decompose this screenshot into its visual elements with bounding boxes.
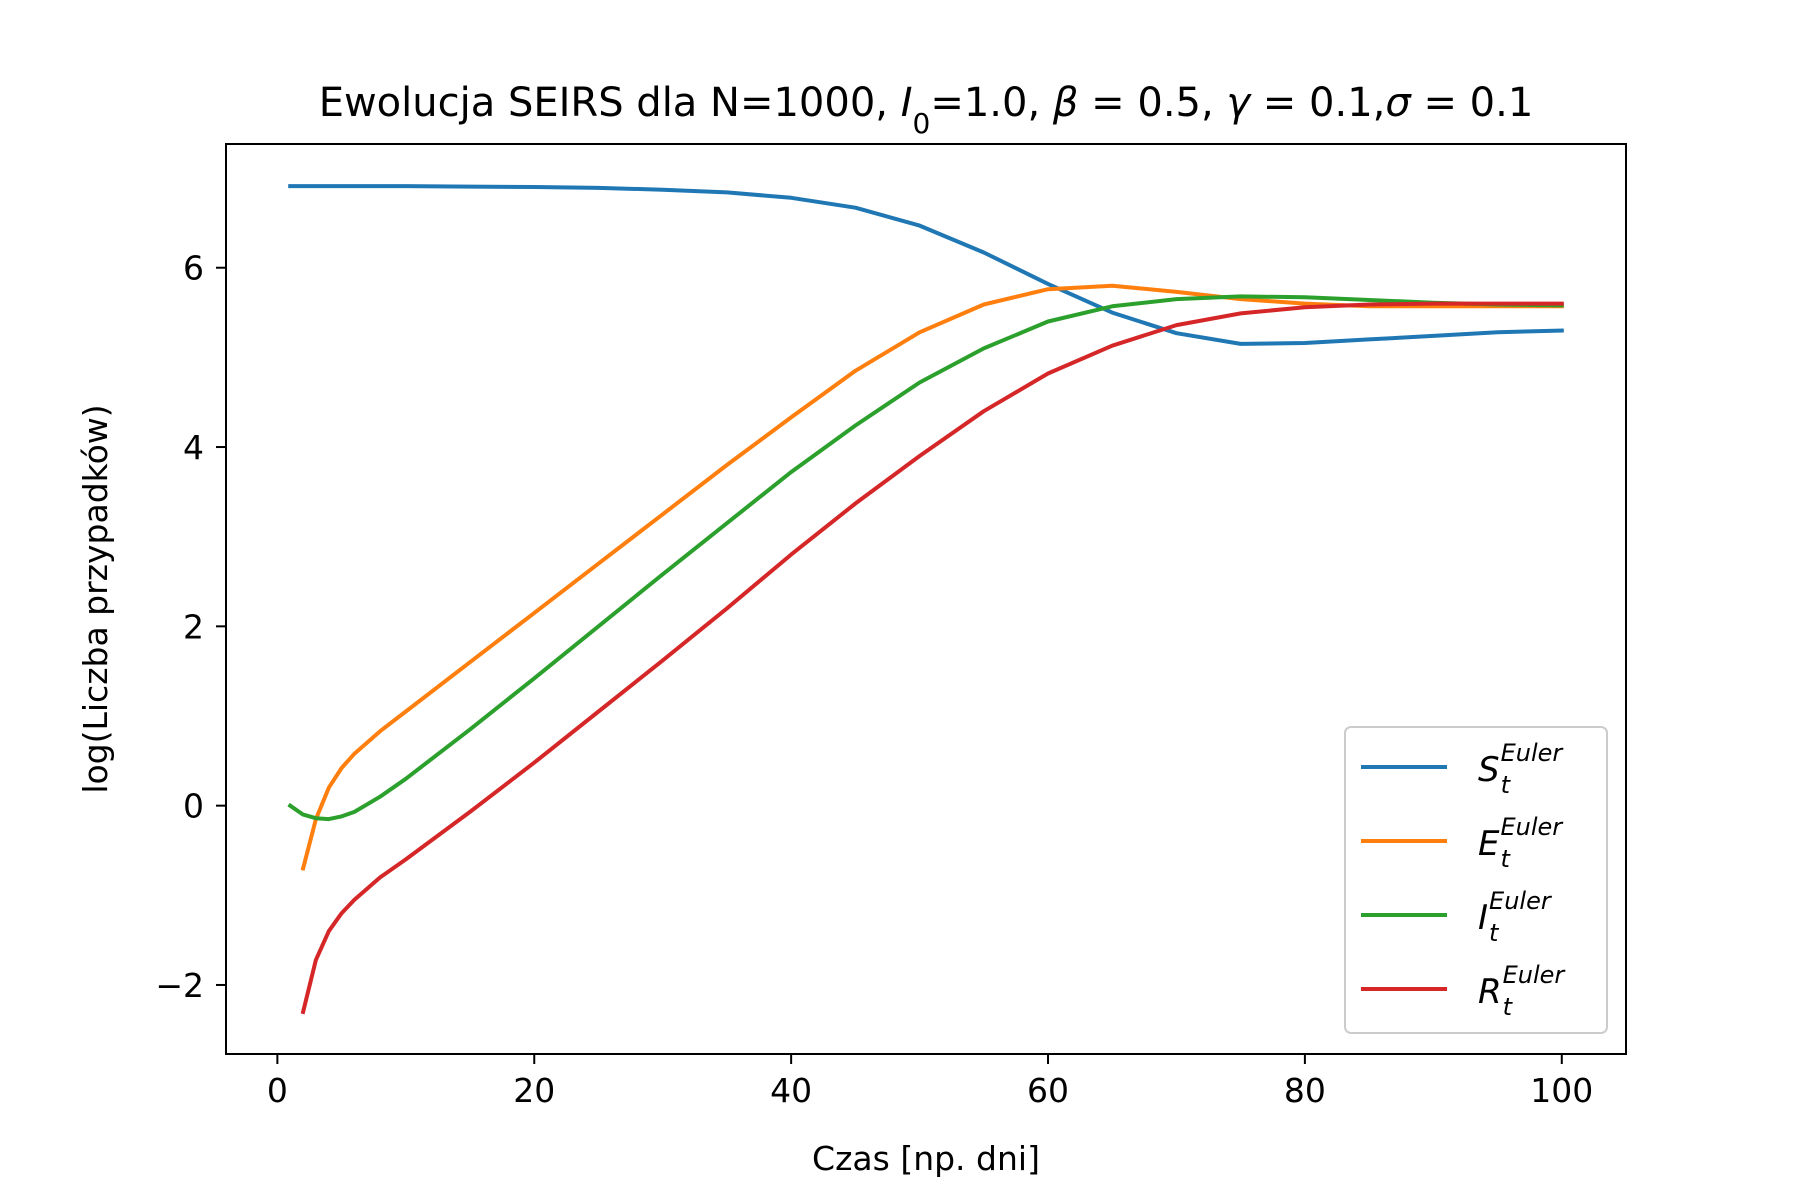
- title-part-1: I: [901, 80, 913, 126]
- legend-label-s: S: [1478, 750, 1500, 790]
- legend-box: [1344, 726, 1608, 1034]
- y-tick-label: 2: [183, 607, 204, 646]
- x-axis: 0 20 40 60 80 100: [267, 1054, 1593, 1110]
- x-tick-label: 0: [267, 1071, 288, 1110]
- y-tick-label: 0: [183, 787, 204, 826]
- legend-superscript: Euler: [1500, 813, 1564, 841]
- legend-superscript: Euler: [1503, 961, 1567, 989]
- legend-superscript: Euler: [1489, 887, 1553, 915]
- legend-label-e: E: [1478, 824, 1500, 864]
- title-part-9: = 0.1: [1411, 80, 1534, 126]
- x-tick-label: 100: [1530, 1071, 1593, 1110]
- legend-subscript: t: [1501, 771, 1512, 799]
- chart-title: Ewolucja SEIRS dla N=1000, I0=1.0, β = 0…: [319, 80, 1534, 140]
- y-axis: −2 0 2 4 6: [155, 249, 226, 1005]
- title-part-0: Ewolucja SEIRS dla N=1000,: [319, 80, 901, 126]
- title-part-8: σ: [1385, 80, 1412, 126]
- legend-subscript: t: [1503, 993, 1514, 1021]
- x-tick-label: 80: [1284, 1071, 1326, 1110]
- title-part-2: 0: [913, 107, 931, 140]
- title-part-4: β: [1052, 80, 1079, 126]
- series-line-r: [300, 301, 1564, 1015]
- x-axis-label: Czas [np. dni]: [812, 1139, 1040, 1178]
- plot-frame: [225, 143, 1627, 1055]
- title-part-7: = 0.1,: [1250, 80, 1385, 126]
- plot-lines: [287, 184, 1564, 1015]
- y-tick-label: 4: [183, 428, 204, 467]
- title-part-5: = 0.5,: [1078, 80, 1226, 126]
- series-line-e: [300, 283, 1564, 871]
- legend-superscript: Euler: [1501, 739, 1565, 767]
- series-line-i: [287, 294, 1564, 822]
- legend-subscript: t: [1489, 919, 1500, 947]
- x-tick-label: 40: [770, 1071, 812, 1110]
- x-tick-label: 60: [1027, 1071, 1069, 1110]
- y-tick-label: −2: [155, 966, 204, 1005]
- y-tick-label: 6: [183, 249, 204, 288]
- legend-label-i: I: [1478, 898, 1488, 938]
- title-part-3: =1.0,: [930, 80, 1053, 126]
- y-axis-label: log(Liczba przypadków): [76, 404, 115, 793]
- series-line-s: [288, 184, 1564, 346]
- x-tick-label: 20: [513, 1071, 555, 1110]
- legend-subscript: t: [1500, 845, 1511, 873]
- legend-label-r: R: [1478, 972, 1502, 1012]
- title-part-6: γ: [1226, 80, 1252, 126]
